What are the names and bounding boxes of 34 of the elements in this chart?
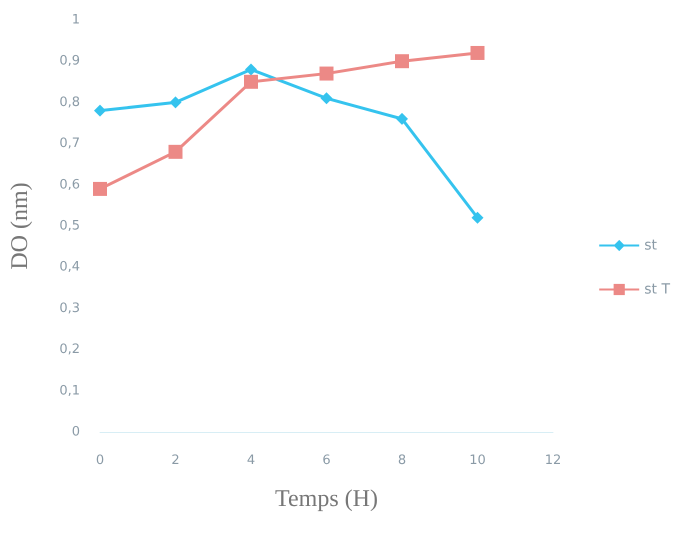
x-tick-label: 8 [398,453,406,468]
y-tick-label: 0,2 [59,342,80,358]
y-tick-label: 0,4 [59,260,80,275]
y-tick-label: 0 [72,424,80,440]
x-tick-label: 6 [322,453,331,468]
point [93,182,107,196]
y-tick-label: 1 [72,12,80,28]
y-tick-label: 0,8 [59,94,80,110]
point [168,144,182,159]
x-tick-label: 2 [171,453,180,468]
point [320,66,334,81]
x-tick-label: 4 [246,453,256,468]
point [320,92,332,104]
y-axis-title: DO (nm) [7,182,33,270]
legend-label: st [644,238,658,254]
y-tick-label: 0,1 [59,383,80,398]
point [94,104,106,117]
y-tick-label: 0,7 [59,136,80,152]
y-tick-label: 0,5 [59,218,80,234]
y-tick-label: 0,9 [59,54,80,69]
point [470,46,484,60]
point [395,54,409,68]
x-tick-label: 12 [544,453,562,468]
legend-label: st T [644,282,670,298]
point [244,74,258,89]
y-tick-label: 0,6 [59,177,80,192]
point [396,112,408,125]
point [472,212,484,224]
y-tick-label: 0,3 [59,300,80,316]
x-axis-title: Temps (H) [275,486,378,512]
point [245,63,257,76]
x-tick-label: 0 [96,453,104,468]
x-tick-label: 10 [469,453,486,468]
point [170,96,182,108]
